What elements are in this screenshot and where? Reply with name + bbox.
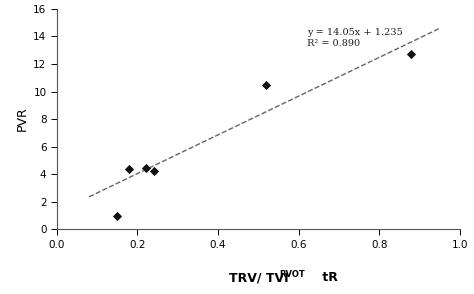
Y-axis label: PVR: PVR	[16, 107, 29, 131]
Point	[142, 166, 149, 170]
Point	[113, 213, 121, 218]
Point	[150, 169, 157, 174]
Text: y = 14.05x + 1.235
R² = 0.890: y = 14.05x + 1.235 R² = 0.890	[307, 28, 402, 48]
Text: RVOT: RVOT	[280, 270, 305, 279]
Text: TRV/ TVI: TRV/ TVI	[228, 271, 288, 284]
Text: tR: tR	[318, 271, 338, 284]
Point	[263, 82, 270, 87]
Point	[408, 52, 415, 57]
Point	[126, 167, 133, 172]
